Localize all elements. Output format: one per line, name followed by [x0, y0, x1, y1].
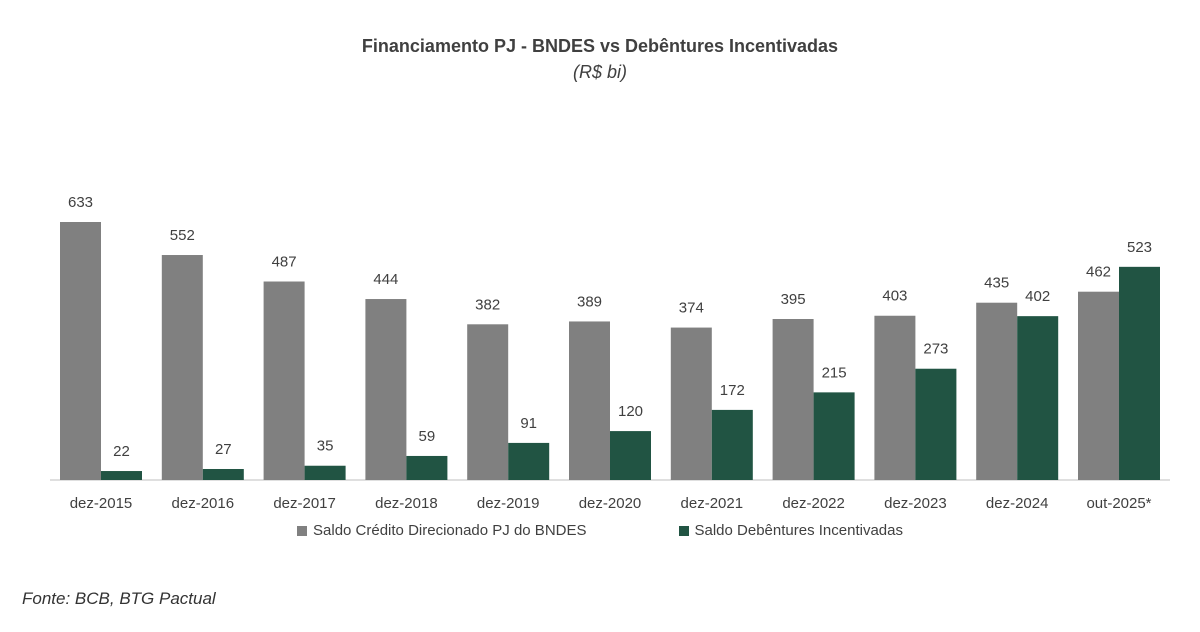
x-tick-label: out-2025*	[1086, 495, 1151, 512]
data-label-bndes: 435	[984, 275, 1009, 292]
bar-debentures	[101, 471, 142, 480]
legend-swatch-bndes	[297, 525, 308, 536]
chart-title: Financiamento PJ - BNDES vs Debêntures I…	[361, 36, 839, 56]
x-tick-label: dez-2023	[884, 495, 947, 512]
bar-debentures	[508, 442, 550, 480]
data-label-bndes: 552	[170, 227, 195, 244]
data-label-debentures: 91	[520, 415, 537, 432]
data-label-bndes: 633	[68, 194, 93, 211]
data-label-debentures: 120	[618, 403, 643, 420]
bar-debentures	[304, 465, 346, 480]
bar-bndes	[263, 281, 305, 480]
bar-debentures	[202, 468, 244, 480]
data-label-bndes: 389	[577, 293, 602, 310]
bar-debentures	[915, 368, 957, 480]
bar-bndes	[670, 327, 712, 480]
data-label-bndes: 444	[373, 271, 398, 288]
bar-bndes	[161, 255, 203, 480]
data-label-bndes: 374	[679, 300, 704, 317]
bar-debentures	[813, 392, 855, 480]
bar-bndes	[60, 222, 101, 480]
legend-swatch-debentures	[678, 525, 689, 536]
bar-debentures	[610, 431, 651, 480]
data-label-bndes: 395	[781, 291, 806, 308]
x-tick-label: dez-2024	[986, 495, 1049, 512]
bar-bndes	[1078, 291, 1119, 480]
data-label-debentures: 523	[1127, 239, 1152, 256]
data-label-debentures: 172	[720, 382, 745, 399]
data-label-debentures: 402	[1025, 288, 1050, 305]
x-tick-label: dez-2019	[477, 495, 540, 512]
data-label-debentures: 59	[419, 428, 436, 445]
legend-item-debentures: Saldo Debêntures Incentivadas	[678, 522, 903, 539]
x-tick-label: dez-2016	[172, 495, 235, 512]
x-tick-label: dez-2018	[375, 495, 438, 512]
bar-chart: 633 22 dez-2015 552 27 dez-2016 487 35 dez-2017 4…	[50, 194, 1170, 512]
legend-label-bndes: Saldo Crédito Direcionado PJ do BNDES	[313, 522, 587, 539]
data-label-debentures: 27	[215, 441, 232, 458]
bar-bndes	[365, 299, 407, 480]
data-label-bndes: 382	[475, 296, 500, 313]
data-label-debentures: 273	[923, 341, 948, 358]
chart-subtitle: (R$ bi)	[572, 62, 627, 82]
x-tick-label: dez-2020	[579, 495, 642, 512]
chart-legend: Saldo Crédito Direcionado PJ do BNDES Sa…	[0, 522, 1200, 539]
legend-item-bndes: Saldo Crédito Direcionado PJ do BNDES	[297, 522, 587, 539]
bar-debentures	[1119, 266, 1160, 480]
bar-bndes	[467, 324, 509, 480]
data-label-debentures: 35	[317, 438, 334, 455]
x-tick-label: dez-2021	[681, 495, 744, 512]
bar-debentures	[1017, 316, 1059, 480]
legend-label-debentures: Saldo Debêntures Incentivadas	[694, 522, 903, 539]
data-label-bndes: 487	[272, 254, 297, 271]
data-label-debentures: 215	[822, 364, 847, 381]
data-label-debentures: 22	[113, 443, 130, 460]
bar-bndes	[569, 321, 610, 480]
data-label-bndes: 462	[1086, 264, 1111, 281]
bar-bndes	[772, 319, 814, 480]
bar-bndes	[976, 302, 1018, 480]
x-tick-label: dez-2015	[70, 495, 133, 512]
bar-debentures	[406, 455, 448, 480]
x-tick-label: dez-2022	[782, 495, 845, 512]
bar-debentures	[711, 409, 753, 480]
bar-bndes	[874, 315, 916, 480]
x-tick-label: dez-2017	[273, 495, 336, 512]
data-label-bndes: 403	[882, 288, 907, 305]
source-note: Fonte: BCB, BTG Pactual	[22, 589, 216, 608]
